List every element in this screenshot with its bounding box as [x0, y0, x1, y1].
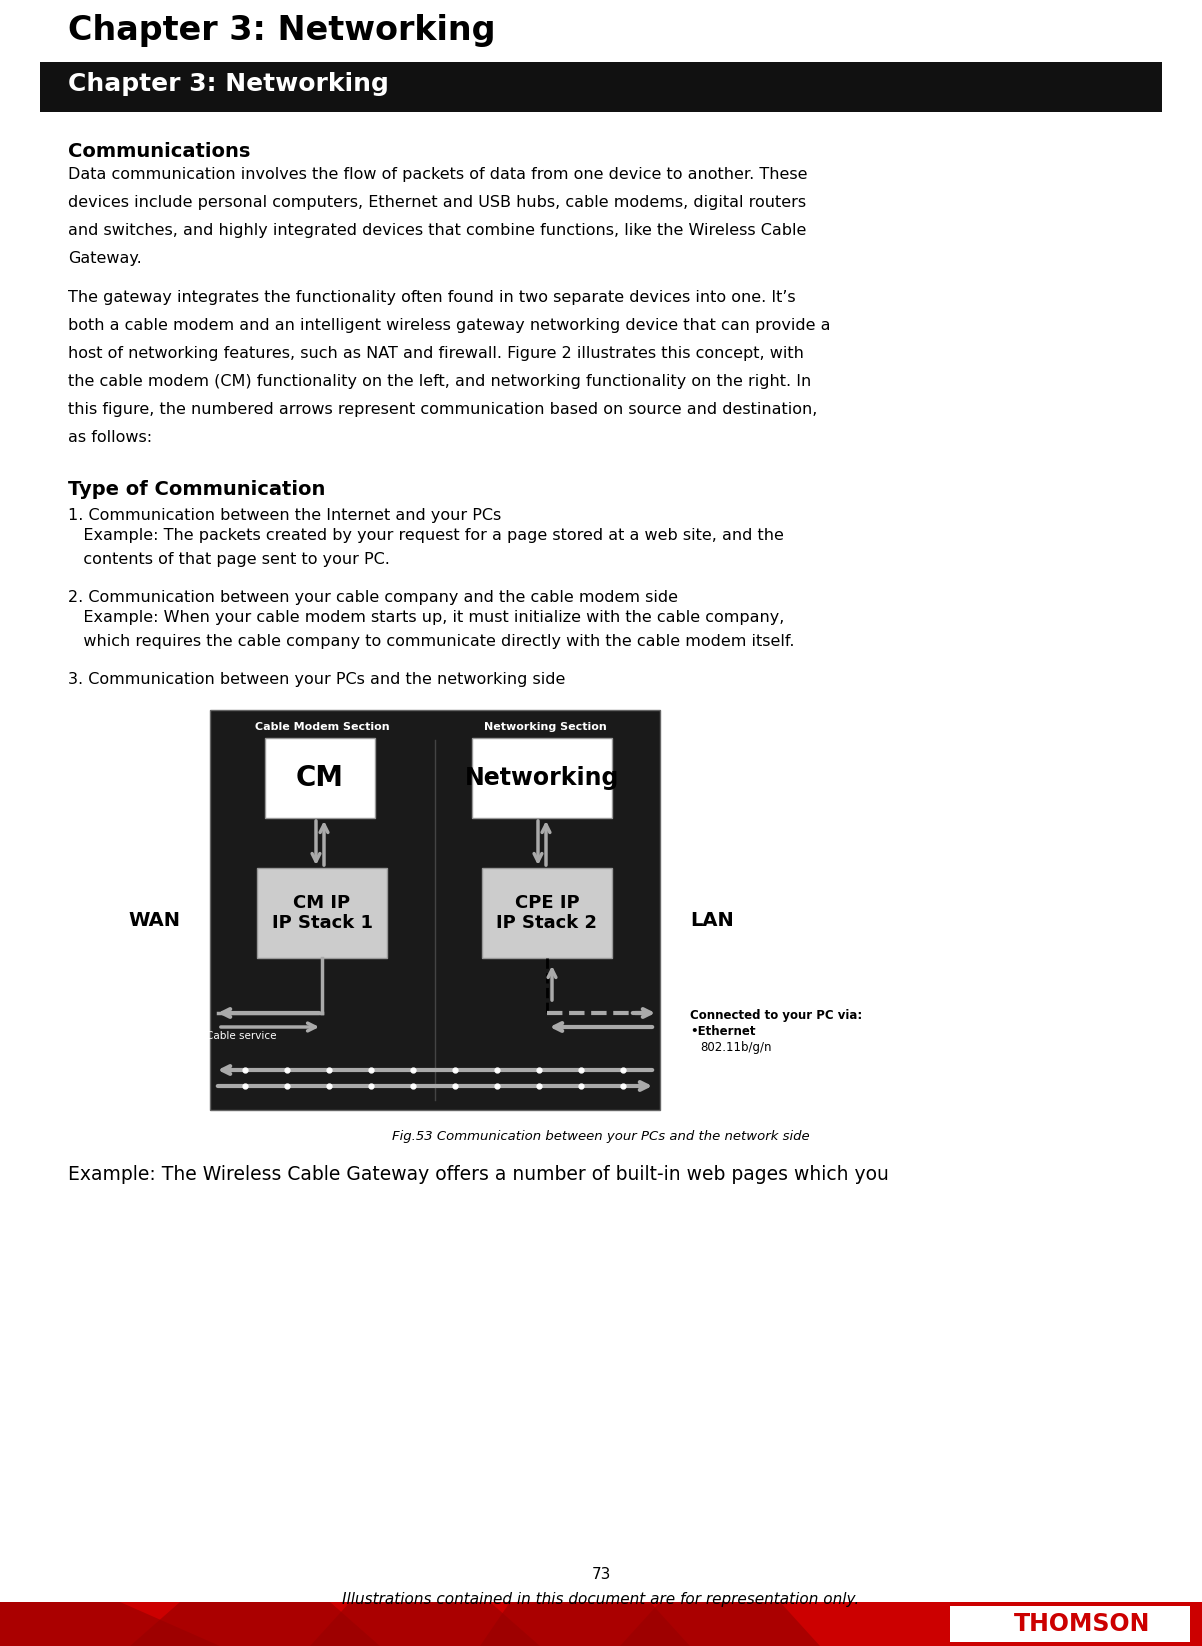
Text: Networking: Networking	[465, 765, 619, 790]
Text: 802.11b/g/n: 802.11b/g/n	[700, 1040, 772, 1053]
Text: 2: 2	[188, 1006, 198, 1021]
Polygon shape	[130, 1602, 380, 1646]
Text: •Ethernet: •Ethernet	[690, 1025, 756, 1039]
Text: Connected to your PC via:: Connected to your PC via:	[690, 1009, 862, 1022]
Text: LAN: LAN	[690, 910, 733, 930]
Text: as follows:: as follows:	[69, 430, 153, 444]
Bar	[482, 867, 612, 958]
Text: Example: The Wireless Cable Gateway offers a number of built-in web pages which : Example: The Wireless Cable Gateway offe…	[69, 1165, 888, 1183]
Text: Gateway.: Gateway.	[69, 250, 142, 267]
Polygon shape	[310, 1602, 540, 1646]
Text: Networking Section: Networking Section	[483, 723, 606, 732]
Text: 1. Communication between the Internet and your PCs: 1. Communication between the Internet an…	[69, 509, 501, 523]
Text: Example: The packets created by your request for a page stored at a web site, an: Example: The packets created by your req…	[69, 528, 784, 543]
Text: the cable modem (CM) functionality on the left, and networking functionality on : the cable modem (CM) functionality on th…	[69, 374, 811, 388]
Text: host of networking features, such as NAT and firewall. Figure 2 illustrates this: host of networking features, such as NAT…	[69, 346, 804, 360]
Text: devices include personal computers, Ethernet and USB hubs, cable modems, digital: devices include personal computers, Ethe…	[69, 194, 807, 211]
Text: this figure, the numbered arrows represent communication based on source and des: this figure, the numbered arrows represe…	[69, 402, 817, 416]
Bar	[210, 709, 660, 1109]
Text: CM IP: CM IP	[293, 894, 351, 912]
Text: THOMSON: THOMSON	[1013, 1611, 1150, 1636]
Text: Example: When your cable modem starts up, it must initialize with the cable comp: Example: When your cable modem starts up…	[69, 611, 785, 625]
Text: IP Stack 1: IP Stack 1	[272, 914, 373, 932]
Bar	[472, 737, 612, 818]
Text: CPE IP: CPE IP	[514, 894, 579, 912]
Text: Cable service: Cable service	[206, 1030, 276, 1040]
Text: Communications: Communications	[69, 142, 250, 161]
Text: Chapter 3: Networking: Chapter 3: Networking	[69, 15, 495, 48]
Text: 73: 73	[591, 1567, 611, 1582]
Text: Data communication involves the flow of packets of data from one device to anoth: Data communication involves the flow of …	[69, 166, 808, 183]
Text: CM: CM	[296, 764, 344, 792]
Text: Cable Modem Section: Cable Modem Section	[255, 723, 389, 732]
Text: Fig.53 Communication between your PCs and the network side: Fig.53 Communication between your PCs an…	[392, 1131, 810, 1142]
Polygon shape	[480, 1602, 690, 1646]
Bar	[950, 1606, 1190, 1643]
Bar	[257, 867, 387, 958]
Text: Illustrations contained in this document are for representation only.: Illustrations contained in this document…	[343, 1592, 859, 1606]
Text: and switches, and highly integrated devices that combine functions, like the Wir: and switches, and highly integrated devi…	[69, 222, 807, 239]
Bar	[0, 1602, 1202, 1646]
Polygon shape	[620, 1602, 820, 1646]
Polygon shape	[0, 1602, 220, 1646]
Text: Type of Communication: Type of Communication	[69, 481, 326, 499]
Bar	[40, 63, 1162, 112]
Text: Chapter 3: Networking: Chapter 3: Networking	[69, 72, 389, 95]
Text: IP Stack 2: IP Stack 2	[496, 914, 597, 932]
Text: The gateway integrates the functionality often found in two separate devices int: The gateway integrates the functionality…	[69, 290, 796, 305]
Text: 3: 3	[672, 1006, 683, 1021]
Text: both a cable modem and an intelligent wireless gateway networking device that ca: both a cable modem and an intelligent wi…	[69, 318, 831, 332]
Text: WAN: WAN	[127, 910, 180, 930]
Text: 1: 1	[672, 1078, 683, 1093]
Text: which requires the cable company to communicate directly with the cable modem it: which requires the cable company to comm…	[69, 634, 795, 649]
Text: 3. Communication between your PCs and the networking side: 3. Communication between your PCs and th…	[69, 672, 565, 686]
Text: contents of that page sent to your PC.: contents of that page sent to your PC.	[69, 551, 389, 566]
Bar	[264, 737, 375, 818]
Text: 2. Communication between your cable company and the cable modem side: 2. Communication between your cable comp…	[69, 589, 678, 606]
Text: 1: 1	[188, 1063, 198, 1078]
